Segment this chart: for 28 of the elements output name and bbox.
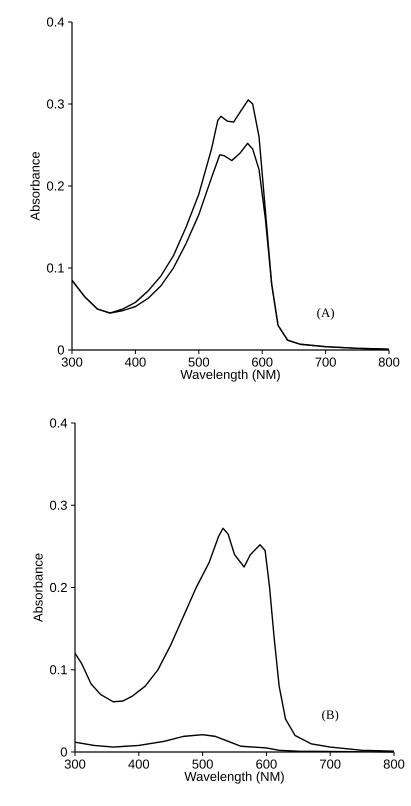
- x-tick-label: 600: [256, 760, 277, 769]
- x-tick-label: 600: [252, 357, 272, 367]
- x-tick-label: 700: [320, 760, 340, 769]
- x-axis-title: Wavelength (NM): [180, 370, 280, 382]
- y-tick-label: 0: [60, 747, 67, 757]
- x-tick-label: 300: [62, 357, 82, 367]
- y-tick-label: 0.3: [50, 500, 67, 510]
- y-tick-label: 0.1: [46, 263, 64, 273]
- x-axis-title: Wavelength (NM): [184, 772, 284, 784]
- x-tick-label: 800: [378, 357, 400, 367]
- y-tick-label: 0.4: [46, 17, 64, 27]
- y-axis-title: Absorbance: [33, 554, 43, 622]
- x-tick-label: 800: [384, 760, 404, 769]
- y-axis-title: Absorbance: [30, 152, 40, 221]
- x-tick-label: 300: [64, 760, 86, 769]
- y-tick-label: 0.4: [50, 418, 68, 428]
- annotation: (B): [322, 710, 338, 722]
- x-tick-label: 700: [315, 357, 336, 367]
- x-tick-label: 500: [192, 760, 213, 769]
- y-tick-label: 0.1: [50, 665, 67, 674]
- y-tick-label: 0.3: [46, 99, 64, 109]
- x-tick-label: 400: [128, 760, 150, 769]
- annotation: (A): [317, 308, 334, 320]
- y-tick-label: 0.2: [46, 181, 64, 191]
- y-tick-label: 0: [58, 345, 64, 355]
- x-tick-label: 500: [188, 357, 210, 367]
- y-tick-label: 0.2: [50, 582, 67, 592]
- x-tick-label: 400: [124, 357, 146, 367]
